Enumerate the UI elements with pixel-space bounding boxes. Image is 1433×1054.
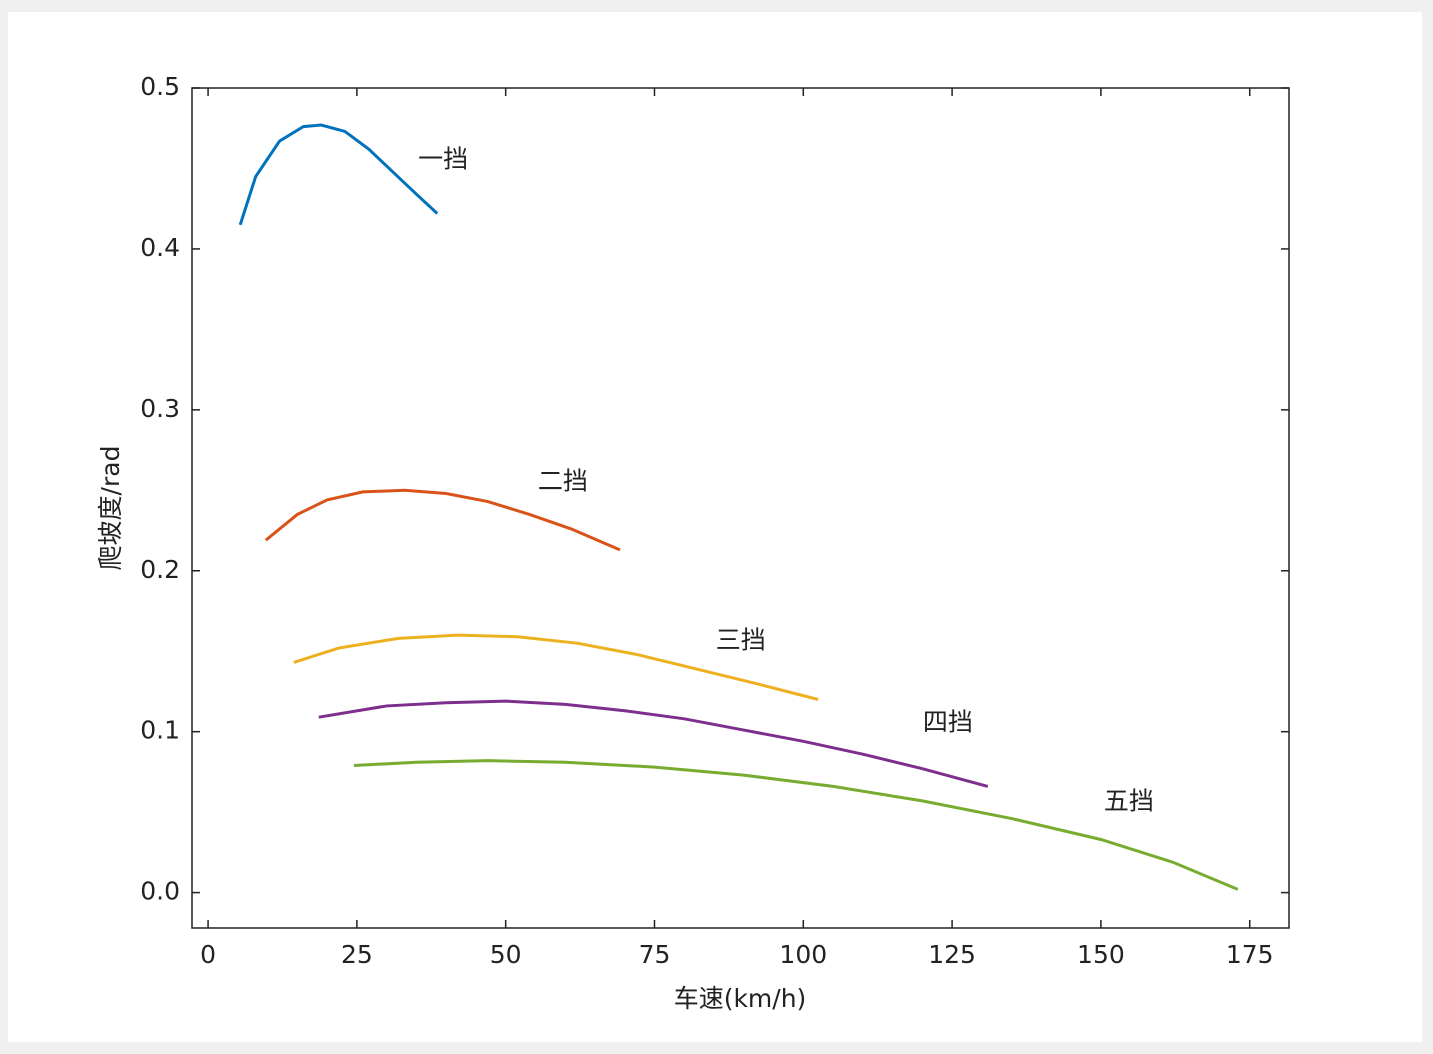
series-line bbox=[238, 123, 439, 226]
series-label: 四挡 bbox=[923, 708, 973, 737]
x-tick-label: 0 bbox=[200, 940, 216, 969]
series-label: 二挡 bbox=[538, 466, 588, 495]
series-label: 一挡 bbox=[418, 144, 468, 173]
y-tick-label: 0.1 bbox=[140, 716, 180, 745]
y-tick-label: 0.3 bbox=[140, 394, 180, 423]
series-label: 三挡 bbox=[716, 626, 766, 655]
y-axis-label: 爬坡度/rad bbox=[96, 446, 125, 571]
series-line bbox=[293, 633, 819, 701]
series-label: 五挡 bbox=[1104, 786, 1154, 815]
series-line bbox=[264, 488, 621, 552]
x-tick-label: 100 bbox=[779, 940, 827, 969]
x-tick-label: 125 bbox=[928, 940, 976, 969]
figure-background bbox=[8, 12, 1422, 1042]
x-axis-label: 车速(km/h) bbox=[674, 984, 807, 1013]
y-tick-label: 0.4 bbox=[140, 233, 180, 262]
x-tick-label: 150 bbox=[1077, 940, 1125, 969]
plot-frame bbox=[191, 87, 1290, 929]
x-tick-label: 50 bbox=[490, 940, 522, 969]
y-tick-label: 0.5 bbox=[140, 72, 180, 101]
series-line bbox=[353, 759, 1239, 891]
y-tick-label: 0.2 bbox=[140, 555, 180, 584]
y-tick-label: 0.0 bbox=[140, 877, 180, 906]
x-tick-label: 175 bbox=[1226, 940, 1274, 969]
x-tick-label: 25 bbox=[341, 940, 373, 969]
x-tick-label: 75 bbox=[639, 940, 671, 969]
series-line bbox=[318, 699, 989, 788]
